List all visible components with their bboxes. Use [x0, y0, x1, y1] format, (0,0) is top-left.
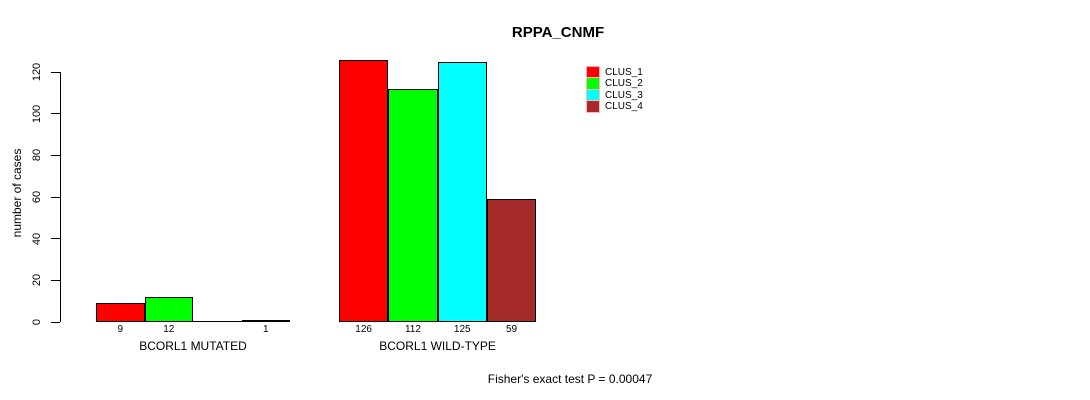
y-tick-label-120: 120 [31, 62, 43, 82]
bar-value-clus-2-bcorl1-mutated: 12 [163, 324, 175, 335]
legend-label-clus-1: CLUS_1 [605, 66, 643, 78]
y-axis-line [60, 72, 61, 322]
y-tick-label-0: 0 [31, 318, 43, 326]
legend-item-clus-4: CLUS_4 [586, 100, 643, 113]
bar-value-clus-3-bcorl1-wild-type: 125 [453, 324, 471, 335]
y-tick-mark-100 [51, 113, 60, 115]
legend-label-clus-3: CLUS_3 [605, 89, 643, 101]
y-tick-label-80: 80 [31, 149, 43, 162]
legend-label-clus-4: CLUS_4 [605, 101, 643, 112]
y-tick-mark-120 [51, 71, 60, 73]
fisher-test-annotation: Fisher's exact test P = 0.00047 [487, 372, 653, 386]
legend-item-clus-2: CLUS_2 [586, 77, 643, 90]
y-tick-mark-60 [51, 196, 60, 198]
bar-clus-1-bcorl1-wild-type [339, 59, 389, 322]
group-label-bcorl1-wild-type: BCORL1 WILD-TYPE [379, 339, 496, 353]
chart-title: RPPA_CNMF [511, 24, 605, 41]
y-tick-label-60: 60 [31, 190, 43, 204]
bar-clus-2-bcorl1-wild-type [388, 88, 438, 322]
bar-value-clus-4-bcorl1-wild-type: 59 [505, 324, 518, 335]
bar-clus-4-bcorl1-wild-type [486, 199, 537, 322]
bar-value-clus-1-bcorl1-wild-type: 126 [355, 324, 372, 335]
bar-value-clus-1-bcorl1-mutated: 9 [117, 324, 124, 335]
bar-clus-1-bcorl1-mutated [96, 303, 145, 322]
y-tick-label-20: 20 [31, 274, 43, 287]
y-tick-label-40: 40 [31, 232, 43, 245]
bar-clus-3-bcorl1-wild-type [437, 61, 487, 322]
y-tick-label-100: 100 [31, 104, 43, 123]
group-label-bcorl1-mutated: BCORL1 MUTATED [139, 339, 247, 353]
bar-value-clus-4-bcorl1-mutated: 1 [262, 324, 269, 335]
y-tick-mark-80 [51, 154, 60, 156]
bar-clus-4-bcorl1-mutated [241, 319, 290, 322]
bar-value-clus-2-bcorl1-wild-type: 112 [404, 324, 421, 335]
y-tick-mark-40 [51, 238, 60, 240]
y-tick-mark-20 [51, 279, 60, 281]
bar-clus-2-bcorl1-mutated [144, 297, 193, 322]
legend-label-clus-2: CLUS_2 [605, 78, 643, 89]
y-axis-label: number of cases [10, 148, 24, 238]
y-tick-mark-0 [51, 321, 60, 323]
bar-clus-3-bcorl1-mutated [193, 321, 242, 322]
legend-swatch-clus-4 [586, 100, 600, 113]
